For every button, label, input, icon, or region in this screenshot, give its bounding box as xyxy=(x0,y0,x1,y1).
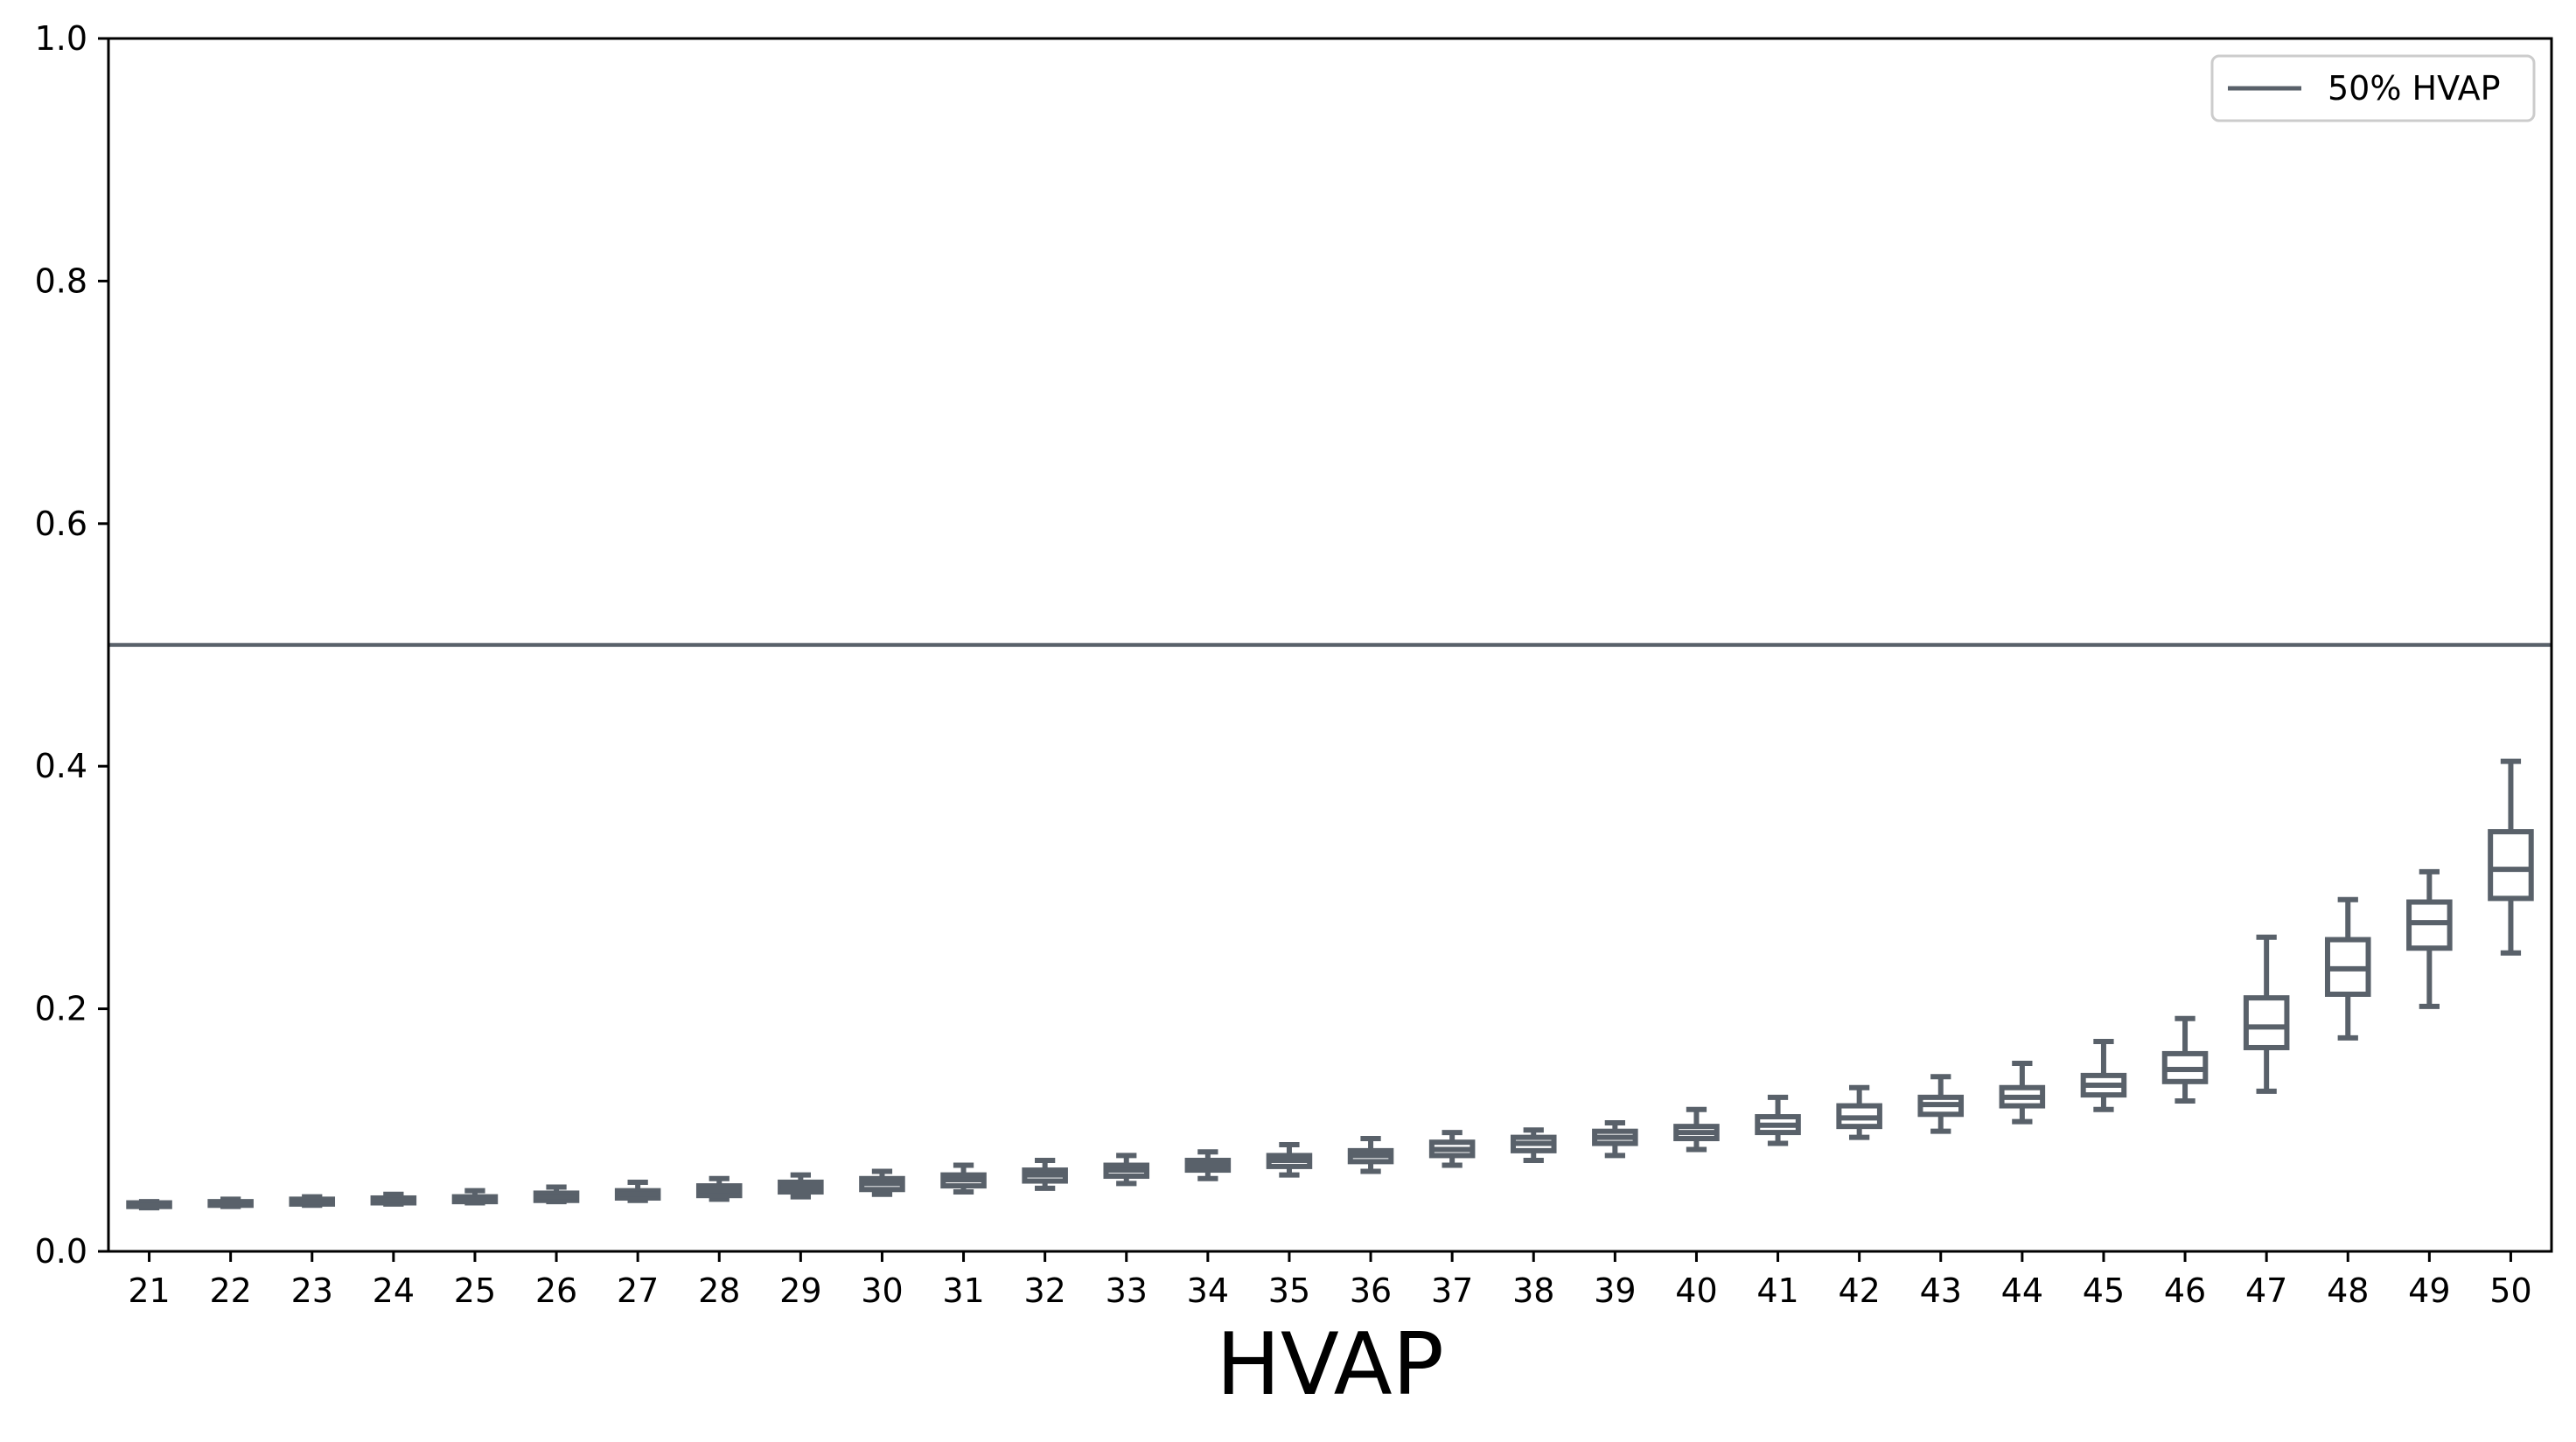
plot-frame xyxy=(107,37,2553,1253)
x-tick-label: 47 xyxy=(2245,1271,2287,1310)
x-tick-label: 44 xyxy=(2001,1271,2043,1310)
box-50 xyxy=(2488,758,2534,956)
x-tick-label: 40 xyxy=(1675,1271,1717,1310)
box-35 xyxy=(1266,1141,1313,1178)
y-tick-label: 0.0 xyxy=(35,1232,87,1271)
box-45 xyxy=(2080,1039,2127,1112)
x-tick-label: 49 xyxy=(2408,1271,2450,1310)
box-22 xyxy=(207,1196,254,1209)
x-tick-label: 26 xyxy=(535,1271,577,1310)
x-tick-label: 33 xyxy=(1106,1271,1148,1310)
box-38 xyxy=(1510,1127,1557,1163)
x-tick-label: 35 xyxy=(1268,1271,1310,1310)
box-32 xyxy=(1022,1157,1068,1191)
x-tick-label: 34 xyxy=(1187,1271,1229,1310)
box-25 xyxy=(451,1188,499,1206)
box-28 xyxy=(695,1175,743,1202)
x-tick-label: 41 xyxy=(1756,1271,1798,1310)
x-tick-label: 22 xyxy=(209,1271,251,1310)
box-37 xyxy=(1428,1130,1476,1168)
y-tick-label: 0.8 xyxy=(35,261,87,300)
box-33 xyxy=(1103,1153,1150,1187)
box-46 xyxy=(2161,1015,2209,1104)
x-tick-label: 32 xyxy=(1023,1271,1065,1310)
x-tick-label: 50 xyxy=(2489,1271,2531,1310)
box-48 xyxy=(2324,896,2371,1041)
box-36 xyxy=(1347,1136,1394,1174)
x-tick-label: 43 xyxy=(1920,1271,1962,1310)
x-tick-label: 38 xyxy=(1512,1271,1554,1310)
box-34 xyxy=(1184,1149,1232,1181)
x-axis: 21 22 23 24 25 26 27 28 29 30 31 32 33 34 35 36 37 38 39 40… xyxy=(128,1251,2532,1310)
box-21 xyxy=(126,1199,172,1211)
box-27 xyxy=(614,1179,661,1203)
iqr-box xyxy=(2488,829,2534,902)
box-49 xyxy=(2406,868,2453,1009)
x-tick-label: 39 xyxy=(1594,1271,1636,1310)
box-30 xyxy=(859,1168,905,1197)
x-axis-title: HVAP xyxy=(1216,1315,1444,1415)
x-tick-label: 46 xyxy=(2164,1271,2206,1310)
x-tick-label: 28 xyxy=(698,1271,740,1310)
x-tick-label: 27 xyxy=(617,1271,659,1310)
x-tick-label: 23 xyxy=(291,1271,333,1310)
x-tick-label: 31 xyxy=(942,1271,984,1310)
legend: 50% HVAP xyxy=(2210,54,2536,122)
box-29 xyxy=(778,1172,824,1200)
x-tick-label: 25 xyxy=(454,1271,496,1310)
box-41 xyxy=(1755,1094,1801,1146)
x-tick-label: 24 xyxy=(373,1271,415,1310)
box-43 xyxy=(1917,1074,1965,1134)
legend-box xyxy=(2210,54,2536,122)
box-47 xyxy=(2243,934,2290,1094)
y-tick-label: 0.2 xyxy=(35,990,87,1028)
x-tick-label: 42 xyxy=(1838,1271,1880,1310)
box-40 xyxy=(1673,1106,1720,1153)
legend-label: 50% HVAP xyxy=(2328,69,2501,108)
x-tick-label: 36 xyxy=(1350,1271,1392,1310)
x-tick-label: 37 xyxy=(1431,1271,1473,1310)
box-39 xyxy=(1592,1119,1638,1159)
box-42 xyxy=(1836,1084,1882,1140)
x-tick-label: 45 xyxy=(2083,1271,2125,1310)
y-tick-label: 0.6 xyxy=(35,505,87,543)
box-24 xyxy=(370,1191,417,1207)
box-26 xyxy=(533,1184,580,1205)
x-tick-label: 48 xyxy=(2327,1271,2369,1310)
x-tick-label: 21 xyxy=(128,1271,170,1310)
y-axis: 0.0 0.2 0.4 0.6 0.8 1.0 xyxy=(35,19,108,1271)
x-tick-label: 30 xyxy=(861,1271,903,1310)
x-tick-label: 29 xyxy=(779,1271,821,1310)
box-44 xyxy=(1999,1061,2046,1125)
box-31 xyxy=(940,1162,987,1195)
y-tick-label: 1.0 xyxy=(35,19,87,58)
boxes-layer xyxy=(126,758,2534,1211)
y-tick-label: 0.4 xyxy=(35,747,87,785)
iqr-box xyxy=(2243,995,2290,1050)
box-23 xyxy=(289,1194,336,1209)
